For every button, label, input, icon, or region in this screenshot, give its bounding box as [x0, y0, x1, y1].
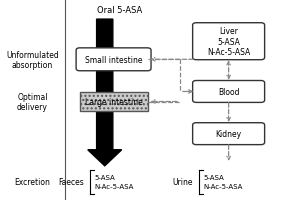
FancyBboxPatch shape	[80, 93, 148, 111]
Text: Large intestine: Large intestine	[85, 98, 142, 106]
Text: Unformulated
absorption: Unformulated absorption	[6, 50, 59, 70]
Text: Blood: Blood	[218, 88, 239, 96]
Text: Urine: Urine	[173, 178, 193, 186]
Text: Excretion: Excretion	[14, 178, 50, 186]
Text: Optimal
delivery: Optimal delivery	[17, 92, 48, 112]
Text: Liver
5-ASA
N-Ac-5-ASA: Liver 5-ASA N-Ac-5-ASA	[207, 27, 250, 57]
FancyBboxPatch shape	[193, 123, 265, 145]
FancyBboxPatch shape	[193, 24, 265, 60]
Text: 5-ASA: 5-ASA	[204, 175, 224, 181]
Text: Faeces: Faeces	[58, 178, 84, 186]
FancyArrow shape	[88, 20, 122, 166]
Text: 5-ASA: 5-ASA	[94, 175, 115, 181]
FancyBboxPatch shape	[76, 49, 151, 71]
FancyBboxPatch shape	[193, 81, 265, 103]
Text: N-Ac-5-ASA: N-Ac-5-ASA	[94, 183, 134, 189]
Text: Small intestine: Small intestine	[85, 56, 142, 64]
Text: Oral 5-ASA: Oral 5-ASA	[97, 6, 142, 15]
Text: Kidney: Kidney	[216, 130, 242, 138]
Text: N-Ac-5-ASA: N-Ac-5-ASA	[204, 183, 243, 189]
